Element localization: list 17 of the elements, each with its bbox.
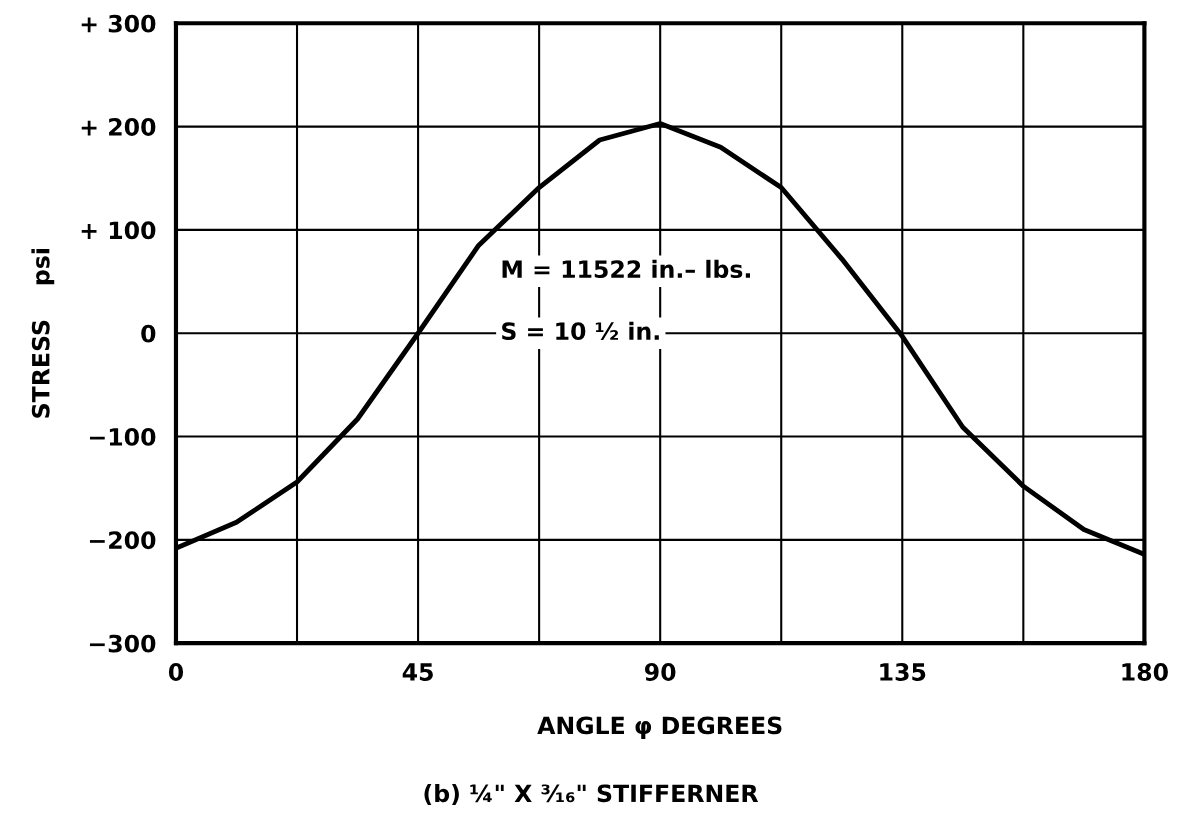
annotation: M = 11522 in.– lbs. bbox=[502, 259, 750, 279]
y-tick-label: −200 bbox=[89, 531, 156, 550]
x-tick-label: 0 bbox=[168, 663, 184, 681]
y-tick-label: + 100 bbox=[81, 221, 156, 240]
x-axis-title: ANGLE φ DEGREES bbox=[537, 716, 782, 739]
y-tick-label: −100 bbox=[89, 428, 156, 446]
x-tick-label: 180 bbox=[1122, 663, 1168, 681]
x-tick-label: 135 bbox=[880, 663, 926, 681]
text: (b) ¼" X ³⁄₁₆" STIFFERNER bbox=[424, 783, 759, 806]
annotation: S = 10 ½ in. bbox=[502, 321, 659, 341]
y-tick-label: −300 bbox=[89, 634, 156, 653]
y-axis-title: STRESS psi bbox=[31, 249, 55, 418]
x-tick-label: 90 bbox=[644, 663, 676, 681]
y-tick-label: 0 bbox=[141, 324, 156, 343]
y-tick-label: + 200 bbox=[81, 118, 156, 136]
y-tick-label: + 300 bbox=[81, 14, 156, 33]
x-tick-label: 45 bbox=[402, 663, 433, 681]
